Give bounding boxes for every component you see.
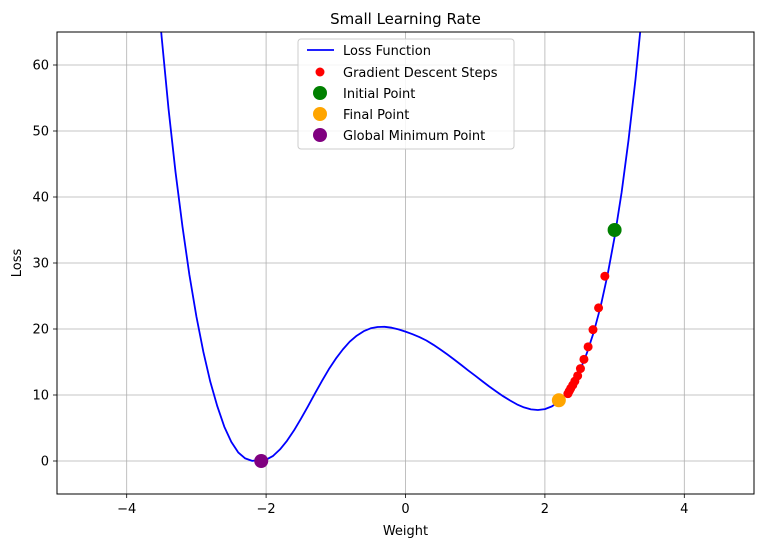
x-tick-label: −4 bbox=[117, 502, 136, 517]
y-tick-label: 10 bbox=[32, 389, 49, 404]
chart-title: Small Learning Rate bbox=[330, 10, 481, 28]
x-tick-label: 0 bbox=[401, 502, 409, 517]
x-axis-label: Weight bbox=[383, 524, 428, 539]
x-tick-label: 4 bbox=[680, 502, 688, 517]
gradient-step-point bbox=[563, 389, 573, 399]
final-point bbox=[551, 393, 566, 408]
gradient-step-point bbox=[600, 271, 610, 281]
legend-label-steps: Gradient Descent Steps bbox=[343, 66, 498, 81]
legend-label-initial: Initial Point bbox=[343, 87, 415, 102]
gradient-step-point bbox=[588, 325, 598, 335]
y-tick-label: 30 bbox=[32, 257, 49, 272]
legend-label-final: Final Point bbox=[343, 108, 409, 123]
legend-box bbox=[297, 38, 515, 150]
y-tick-label: 20 bbox=[32, 323, 49, 338]
y-tick-label: 40 bbox=[32, 191, 49, 206]
x-tick-label: 2 bbox=[541, 502, 549, 517]
gradient-step-point bbox=[579, 354, 589, 364]
y-axis-label: Loss bbox=[10, 249, 25, 278]
gradient-step-point bbox=[583, 342, 593, 352]
y-tick-label: 50 bbox=[32, 125, 49, 140]
x-tick-label: −2 bbox=[257, 502, 276, 517]
initial-point bbox=[607, 223, 622, 237]
legend-label-loss: Loss Function bbox=[343, 44, 431, 59]
y-tick-label: 60 bbox=[32, 59, 49, 74]
legend-label-global-min: Global Minimum Point bbox=[343, 129, 485, 144]
gradient-step-point bbox=[594, 303, 604, 313]
legend-initial-marker bbox=[313, 86, 327, 100]
legend: Loss Function Gradient Descent Steps Ini… bbox=[297, 38, 515, 150]
plot-content bbox=[160, 32, 642, 468]
y-tick-label: 0 bbox=[41, 455, 49, 470]
legend-final-marker bbox=[313, 107, 327, 121]
gradient-step-point bbox=[575, 364, 585, 374]
legend-steps-marker bbox=[315, 67, 325, 77]
legend-global-min-marker bbox=[313, 128, 327, 142]
global-minimum-point bbox=[254, 454, 269, 468]
